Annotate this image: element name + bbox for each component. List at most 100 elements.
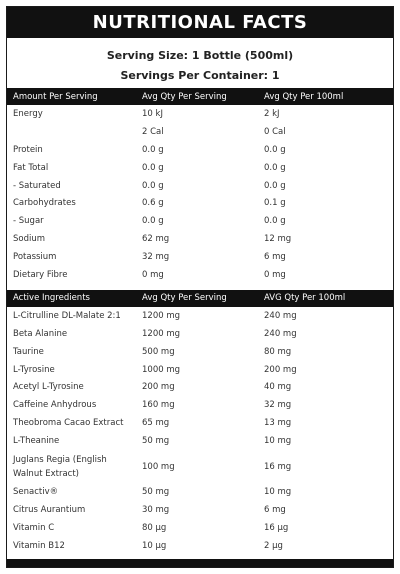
row-label: Taurine	[13, 346, 44, 357]
row-label: L-Tyrosine	[13, 364, 55, 375]
row-qty-per-serving: 65 mg	[142, 418, 170, 429]
table-row: Senactiv® 50 mg 10 mg	[7, 483, 393, 501]
table-row: Potassium 32 mg 6 mg	[7, 248, 393, 266]
table-row: Fat Total 0.0 g 0.0 g	[7, 159, 393, 177]
table-row: Citrus Aurantium 30 mg 6 mg	[7, 501, 393, 519]
row-qty-per-100ml: 40 mg	[264, 382, 292, 393]
table-row: Acetyl L-Tyrosine 200 mg 40 mg	[7, 378, 393, 396]
table-row: L-Citrulline DL-Malate 2:1 1200 mg 240 mg	[7, 307, 393, 325]
header-amount-per-serving: Amount Per Serving	[13, 91, 98, 102]
row-qty-per-serving: 50 mg	[142, 486, 170, 497]
panel-title: NUTRITIONAL FACTS	[92, 12, 308, 33]
row-qty-per-serving: 160 mg	[142, 400, 175, 411]
ingredients-table-header: Active Ingredients Avg Qty Per Serving A…	[7, 289, 393, 307]
row-label: Caffeine Anhydrous	[13, 400, 97, 411]
row-label: Vitamin C	[13, 522, 55, 533]
row-qty-per-serving: 0.0 g	[142, 162, 164, 173]
row-qty-per-100ml: 10 mg	[264, 436, 292, 447]
row-qty-per-serving: 0.0 g	[142, 216, 164, 227]
header-qty-per-serving: Avg Qty Per Serving	[142, 293, 227, 304]
table-row: Beta Alanine 1200 mg 240 mg	[7, 325, 393, 343]
row-qty-per-100ml: 0.0 g	[264, 180, 286, 191]
row-qty-per-100ml: 200 mg	[264, 364, 297, 375]
row-qty-per-serving: 200 mg	[142, 382, 175, 393]
row-label: Beta Alanine	[13, 328, 68, 339]
row-qty-per-100ml: 12 mg	[264, 234, 292, 245]
row-label: - Sugar	[13, 216, 44, 227]
row-label: Fat Total	[13, 162, 49, 173]
row-qty-per-serving: 0.0 g	[142, 180, 164, 191]
row-qty-per-100ml: 16 µg	[264, 522, 289, 533]
header-qty-per-100ml: Avg Qty Per 100ml	[264, 91, 344, 102]
row-label: Senactiv®	[13, 486, 59, 497]
row-qty-per-100ml: 240 mg	[264, 328, 297, 339]
row-label: Sodium	[13, 234, 46, 245]
row-qty-per-100ml: 0.0 g	[264, 162, 286, 173]
table-row: L-Theanine 50 mg 10 mg	[7, 432, 393, 450]
row-qty-per-100ml: 0 Cal	[264, 126, 286, 137]
row-label: L-Theanine	[13, 436, 60, 447]
table-row: Energy 10 kJ 2 kJ	[7, 105, 393, 123]
row-label: Juglans Regia (English Walnut Extract)	[13, 454, 107, 479]
nutrition-table-header: Amount Per Serving Avg Qty Per Serving A…	[7, 88, 393, 105]
row-qty-per-100ml: 240 mg	[264, 310, 297, 321]
row-qty-per-serving: 1200 mg	[142, 328, 181, 339]
row-qty-per-100ml: 32 mg	[264, 400, 292, 411]
nutrition-table: Amount Per Serving Avg Qty Per Serving A…	[7, 88, 393, 284]
row-qty-per-100ml: 0.0 g	[264, 144, 286, 155]
row-qty-per-serving: 10 µg	[142, 540, 167, 551]
ingredients-table: Active Ingredients Avg Qty Per Serving A…	[7, 289, 393, 555]
table-row: Protein 0.0 g 0.0 g	[7, 141, 393, 159]
header-qty-per-100ml: AVG Qty Per 100ml	[264, 293, 346, 304]
row-qty-per-serving: 0 mg	[142, 269, 164, 280]
header-qty-per-serving: Avg Qty Per Serving	[142, 91, 227, 102]
nutrition-panel: NUTRITIONAL FACTS Serving Size: 1 Bottle…	[6, 6, 394, 568]
row-label: Citrus Aurantium	[13, 504, 86, 515]
row-label: - Saturated	[13, 180, 61, 191]
row-qty-per-100ml: 6 mg	[264, 504, 286, 515]
title-bar: NUTRITIONAL FACTS	[7, 7, 393, 38]
row-qty-per-100ml: 80 mg	[264, 346, 292, 357]
table-row: Vitamin B12 10 µg 2 µg	[7, 537, 393, 555]
row-label: Protein	[13, 144, 43, 155]
row-qty-per-serving: 500 mg	[142, 346, 175, 357]
serving-size: Serving Size: 1 Bottle (500ml)	[106, 49, 294, 62]
row-qty-per-serving: 1000 mg	[142, 364, 181, 375]
row-qty-per-serving: 50 mg	[142, 436, 170, 447]
row-qty-per-100ml: 16 mg	[264, 461, 292, 472]
table-row: Taurine 500 mg 80 mg	[7, 343, 393, 361]
row-qty-per-100ml: 2 kJ	[264, 108, 280, 119]
table-row: Theobroma Cacao Extract 65 mg 13 mg	[7, 414, 393, 432]
row-label: L-Citrulline DL-Malate 2:1	[13, 310, 121, 321]
row-qty-per-serving: 10 kJ	[142, 108, 163, 119]
row-qty-per-100ml: 2 µg	[264, 540, 283, 551]
table-row: - Sugar 0.0 g 0.0 g	[7, 212, 393, 230]
row-qty-per-serving: 30 mg	[142, 504, 170, 515]
row-qty-per-serving: 0.0 g	[142, 144, 164, 155]
row-label: Vitamin B12	[13, 540, 65, 551]
row-label: Carbohydrates	[13, 198, 76, 209]
row-qty-per-serving: 32 mg	[142, 252, 170, 263]
table-row: L-Tyrosine 1000 mg 200 mg	[7, 361, 393, 379]
row-qty-per-100ml: 0.0 g	[264, 216, 286, 227]
row-label: Acetyl L-Tyrosine	[13, 382, 84, 393]
row-qty-per-100ml: 10 mg	[264, 486, 292, 497]
row-qty-per-100ml: 0.1 g	[264, 198, 286, 209]
table-row: 2 Cal 0 Cal	[7, 123, 393, 141]
row-qty-per-serving: 62 mg	[142, 234, 170, 245]
table-row: Caffeine Anhydrous 160 mg 32 mg	[7, 396, 393, 414]
row-qty-per-100ml: 13 mg	[264, 418, 292, 429]
row-qty-per-serving: 100 mg	[142, 461, 175, 472]
table-row: Juglans Regia (English Walnut Extract) 10…	[7, 450, 393, 483]
row-label: Potassium	[13, 252, 57, 263]
bottom-bar	[7, 559, 393, 567]
row-qty-per-serving: 2 Cal	[142, 126, 164, 137]
table-row: - Saturated 0.0 g 0.0 g	[7, 177, 393, 195]
row-label: Energy	[13, 108, 43, 119]
table-row: Carbohydrates 0.6 g 0.1 g	[7, 194, 393, 212]
table-row: Sodium 62 mg 12 mg	[7, 230, 393, 248]
row-qty-per-serving: 1200 mg	[142, 310, 181, 321]
header-active-ingredients: Active Ingredients	[13, 293, 90, 304]
row-qty-per-serving: 0.6 g	[142, 198, 164, 209]
row-qty-per-serving: 80 µg	[142, 522, 167, 533]
